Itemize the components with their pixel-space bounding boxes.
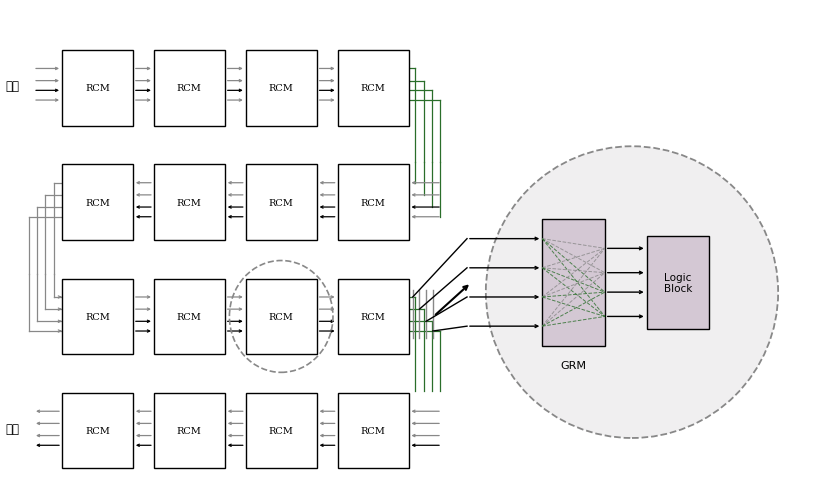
Bar (62, 393, 133, 468)
Bar (246, 51, 317, 126)
Bar (154, 393, 225, 468)
Text: RCM: RCM (360, 427, 385, 435)
Bar (246, 393, 317, 468)
Ellipse shape (486, 147, 779, 438)
Text: RCM: RCM (177, 427, 202, 435)
Bar (154, 279, 225, 354)
Text: RCM: RCM (269, 312, 293, 321)
Text: RCM: RCM (269, 198, 293, 207)
Text: RCM: RCM (85, 198, 110, 207)
Text: RCM: RCM (360, 198, 385, 207)
Bar (154, 165, 225, 241)
Bar (338, 279, 409, 354)
Text: RCM: RCM (177, 198, 202, 207)
Text: RCM: RCM (177, 312, 202, 321)
Text: Logic
Block: Logic Block (664, 272, 692, 294)
Text: RCM: RCM (360, 84, 385, 93)
Text: 输入: 输入 (6, 80, 19, 93)
Bar (246, 165, 317, 241)
Text: RCM: RCM (177, 84, 202, 93)
Bar (647, 237, 709, 329)
Bar (154, 51, 225, 126)
Text: GRM: GRM (561, 361, 587, 370)
Bar (62, 51, 133, 126)
Bar (542, 220, 605, 346)
Bar (338, 51, 409, 126)
Text: RCM: RCM (85, 427, 110, 435)
Text: RCM: RCM (360, 312, 385, 321)
Text: RCM: RCM (85, 84, 110, 93)
Text: RCM: RCM (269, 84, 293, 93)
Bar (338, 165, 409, 241)
Bar (62, 165, 133, 241)
Text: 输出: 输出 (6, 422, 19, 435)
Bar (62, 279, 133, 354)
Text: RCM: RCM (85, 312, 110, 321)
Bar (246, 279, 317, 354)
Text: RCM: RCM (269, 427, 293, 435)
Bar (338, 393, 409, 468)
